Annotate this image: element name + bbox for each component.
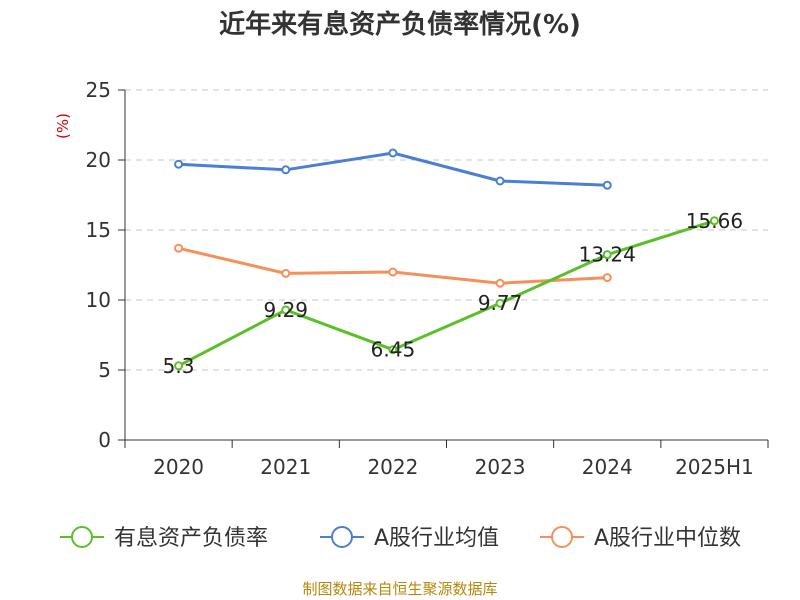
chart-title: 近年来有息资产负债率情况(%) — [219, 10, 581, 40]
legend-label: A股行业中位数 — [594, 526, 741, 551]
data-point — [388, 345, 398, 355]
data-point — [174, 361, 184, 371]
y-tick-label: 25 — [86, 78, 111, 102]
axes: 0 5 10 15 20 25 2020 2021 2022 2023 2024 2025H1 — [86, 78, 769, 479]
legend-marker — [71, 526, 93, 548]
data-point — [388, 267, 398, 277]
x-tick-label: 2021 — [260, 455, 311, 479]
y-tick-label: 0 — [98, 428, 111, 452]
data-point — [281, 268, 291, 278]
legend-item[interactable]: A股行业中位数 — [540, 526, 741, 551]
data-point — [709, 216, 719, 226]
legend-label: A股行业均值 — [374, 526, 499, 551]
data-label: 9.77 — [478, 291, 523, 315]
y-tick-label: 20 — [86, 148, 111, 172]
legend-item[interactable]: A股行业均值 — [320, 526, 499, 551]
x-tick-label: 2024 — [582, 455, 633, 479]
data-point — [174, 243, 184, 253]
y-tick-label: 15 — [86, 218, 111, 242]
x-tick-label: 2022 — [367, 455, 418, 479]
data-point — [174, 159, 184, 169]
data-point — [388, 148, 398, 158]
data-point — [281, 165, 291, 175]
data-labels: 5.3 9.29 6.45 9.77 13.24 15.66 — [163, 209, 743, 378]
series-line — [177, 219, 715, 368]
data-point — [495, 298, 505, 308]
data-label: 15.66 — [686, 209, 743, 233]
x-tick-label: 2023 — [475, 455, 526, 479]
legend-label: 有息资产负债率 — [114, 526, 268, 551]
data-label: 13.24 — [579, 243, 636, 267]
legend-marker — [331, 526, 353, 548]
data-point — [602, 273, 612, 283]
data-label: 9.29 — [263, 298, 308, 322]
data-point — [281, 305, 291, 315]
legend-item[interactable]: 有息资产负债率 — [60, 526, 268, 551]
data-label: 6.45 — [371, 338, 416, 362]
data-point — [495, 176, 505, 186]
series — [174, 148, 719, 371]
data-label: 5.3 — [163, 354, 195, 378]
data-point — [495, 278, 505, 288]
y-tick-label: 10 — [86, 288, 111, 312]
series-line — [178, 246, 608, 285]
data-point — [602, 180, 612, 190]
legend-marker — [551, 526, 573, 548]
legend[interactable]: 有息资产负债率 A股行业均值 A股行业中位数 — [60, 526, 741, 551]
x-tick-label: 2025H1 — [675, 455, 754, 479]
source-note: 制图数据来自恒生聚源数据库 — [302, 580, 498, 598]
series-line — [178, 151, 608, 187]
x-tick-label: 2020 — [153, 455, 204, 479]
gridlines — [125, 89, 768, 371]
y-axis-unit-label: (%) — [54, 113, 72, 139]
data-point — [602, 250, 612, 260]
y-tick-label: 5 — [98, 358, 111, 382]
